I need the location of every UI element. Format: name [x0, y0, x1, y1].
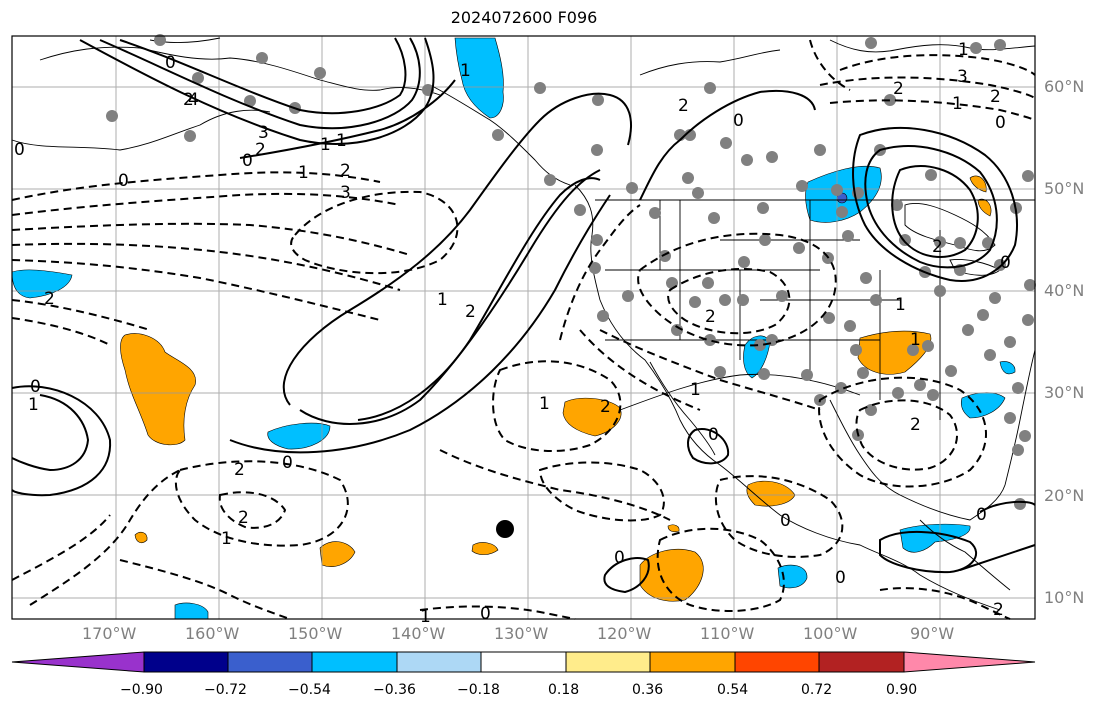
contour-label: 2 [893, 79, 904, 99]
lon-label: 120°W [597, 624, 652, 643]
contour-label: 1 [690, 380, 701, 400]
contour-label: 3 [258, 123, 269, 143]
contour-label: 4 [188, 90, 199, 110]
dashed-contours [11, 39, 1036, 620]
lon-label: 150°W [288, 624, 343, 643]
map-frame [11, 35, 1036, 620]
lon-label: 170°W [82, 624, 137, 643]
contour-label: 2 [600, 397, 611, 417]
lat-label: 60°N [1044, 77, 1085, 96]
contour-label: 3 [340, 183, 351, 203]
lat-label: 50°N [1044, 179, 1085, 198]
colorbar-tick: 0.18 [548, 682, 580, 698]
lon-label: 110°W [700, 624, 755, 643]
lon-label: 140°W [391, 624, 446, 643]
contour-label: 2 [993, 600, 1004, 620]
contour-label: 0 [242, 151, 253, 171]
colorbar [11, 651, 1036, 673]
contour-label: 1 [958, 40, 969, 60]
contour-label: 0 [1000, 253, 1011, 273]
colorbar-tick: −0.72 [204, 682, 247, 698]
lon-label: 100°W [803, 624, 858, 643]
contour-label: 0 [118, 171, 129, 191]
contour-label: 0 [995, 113, 1006, 133]
contour-label: 1 [952, 94, 963, 114]
contour-label: 2 [234, 460, 245, 480]
contour-label: 2 [238, 508, 249, 528]
contour-label: 2 [465, 302, 476, 322]
lon-label: 90°W [910, 624, 955, 643]
solid-contours [11, 37, 1036, 594]
colorbar-tick: −0.18 [457, 682, 500, 698]
contour-label: 0 [614, 548, 625, 568]
colorbar-under-arrow [11, 651, 145, 673]
contour-label: 1 [437, 290, 448, 310]
colorbar-tick: 0.72 [801, 682, 833, 698]
contour-label: 1 [895, 295, 906, 315]
contour-label: 2 [990, 87, 1001, 107]
lon-label: 130°W [494, 624, 549, 643]
colorbar-tick: 0.90 [886, 682, 918, 698]
contour-label: 0 [165, 53, 176, 73]
colorbar-tick: 0.54 [717, 682, 749, 698]
colorbar-tick: −0.90 [120, 682, 163, 698]
contour-label: 0 [282, 453, 293, 473]
contour-label: 1 [910, 330, 921, 350]
contour-labels: 0 2 4 3 2 1 0 1 2 3 0 1 2 1 1 2 0 1 2 2 … [14, 40, 1011, 627]
contour-label: 1 [320, 135, 331, 155]
contour-label: 0 [733, 111, 744, 131]
target-marker [496, 520, 514, 538]
contour-label: 1 [336, 131, 347, 151]
contour-label: 3 [957, 67, 968, 87]
colorbar-over-arrow [903, 651, 1036, 673]
contour-label: 2 [183, 90, 194, 110]
contour-label: 2 [705, 307, 716, 327]
contour-label: 1 [28, 395, 39, 415]
lat-label: 30°N [1044, 383, 1085, 402]
colorbar-tick: 0.36 [632, 682, 664, 698]
map-title: 2024072600 F096 [450, 8, 598, 27]
contour-label: 2 [340, 161, 351, 181]
coastlines [11, 37, 1036, 611]
map-area [12, 36, 1035, 619]
colorbar-tick: −0.36 [373, 682, 416, 698]
contour-label: 1 [539, 394, 550, 414]
contour-label: 1 [460, 61, 471, 81]
lat-label: 40°N [1044, 281, 1085, 300]
contour-label: 2 [44, 289, 55, 309]
lat-label: 10°N [1044, 588, 1085, 607]
contour-label: 2 [910, 415, 921, 435]
contour-label: 1 [221, 529, 232, 549]
contour-label: 0 [480, 604, 491, 624]
contour-label: 0 [976, 505, 987, 525]
contour-label: 2 [255, 140, 266, 160]
contour-label: 0 [835, 568, 846, 588]
lon-label: 160°W [185, 624, 240, 643]
contour-label: 2 [678, 96, 689, 116]
contour-label: 0 [708, 425, 719, 445]
contour-label: 0 [30, 377, 41, 397]
station-points [106, 34, 1036, 510]
contour-label: 1 [298, 163, 309, 183]
colorbar-tick: −0.54 [288, 682, 331, 698]
lat-label: 20°N [1044, 486, 1085, 505]
contour-label: 2 [932, 237, 943, 257]
contour-label: 0 [14, 140, 25, 160]
positive-anomaly-shading [120, 175, 992, 602]
contour-label: 1 [420, 607, 431, 627]
contour-label: 0 [780, 511, 791, 531]
